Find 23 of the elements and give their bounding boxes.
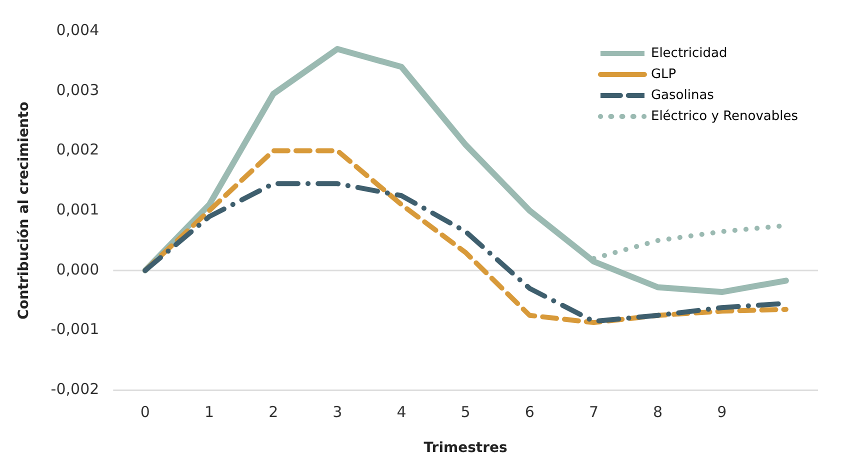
y-tick-label: -0,002	[50, 380, 100, 398]
y-tick-label: 0,002	[56, 140, 100, 159]
x-tick-label: 3	[332, 403, 342, 422]
x-tick-label: 0	[140, 403, 150, 422]
x-tick-label: 4	[396, 403, 406, 422]
x-tick-label: 5	[460, 403, 470, 422]
legend-label: GLP	[650, 66, 676, 82]
legend-label: Electricidad	[650, 46, 728, 61]
x-axis-title: Trimestres	[424, 440, 508, 456]
y-tick-label: 0,000	[56, 260, 100, 278]
y-tick-label: -0,001	[50, 320, 100, 338]
y-tick-label: 0,001	[56, 200, 100, 218]
y-tick-label: 0,004	[56, 20, 100, 39]
y-axis-title: Contribución al crecimiento	[16, 101, 32, 320]
x-tick-label: 8	[653, 403, 663, 422]
x-tick-label: 1	[204, 403, 214, 422]
legend-label: Gasolinas	[650, 88, 714, 103]
x-tick-label: 7	[588, 403, 599, 422]
x-tick-label: 2	[268, 403, 278, 422]
legend-label: Eléctrico y Renovables	[650, 108, 798, 124]
x-tick-label: 9	[717, 403, 727, 422]
y-tick-label: 0,003	[56, 80, 100, 99]
x-tick-label: 6	[524, 403, 534, 422]
